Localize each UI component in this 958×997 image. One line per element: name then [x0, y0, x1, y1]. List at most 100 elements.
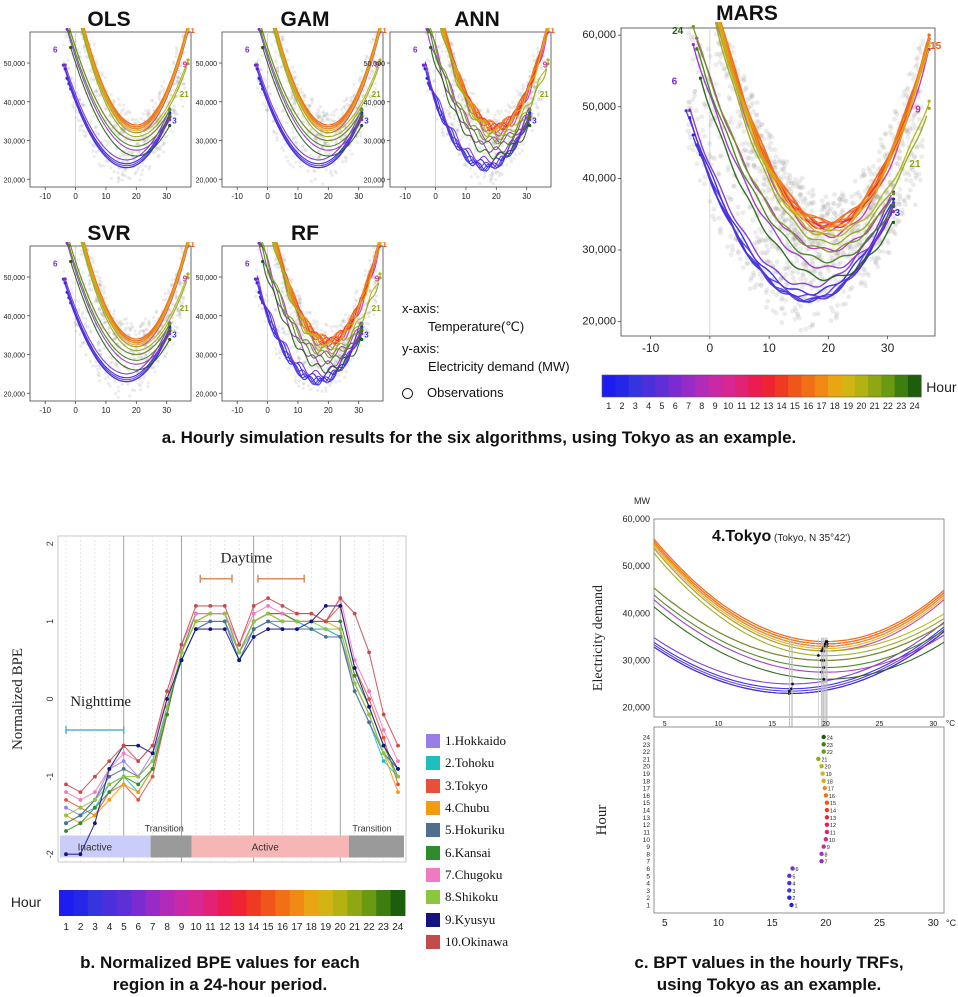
- observation-point: [274, 347, 278, 351]
- observation-point: [367, 329, 371, 333]
- observation-point: [758, 236, 764, 242]
- observation-point: [461, 99, 465, 103]
- observation-point: [858, 281, 864, 287]
- observation-point: [138, 355, 143, 360]
- observation-point: [76, 299, 81, 303]
- observation-point: [282, 253, 286, 257]
- observation-point: [841, 289, 847, 295]
- observation-point: [372, 250, 376, 255]
- observation-point: [79, 252, 83, 256]
- curve-end-point: [360, 123, 364, 128]
- observation-point: [780, 174, 785, 180]
- observation-point: [310, 97, 314, 101]
- curve-start-point: [63, 63, 67, 67]
- observation-point: [737, 120, 743, 126]
- observation-point: [897, 149, 902, 155]
- observation-point: [289, 280, 293, 284]
- observation-point: [896, 156, 902, 162]
- observation-point: [113, 363, 117, 367]
- observation-point: [344, 369, 348, 373]
- observation-point: [826, 268, 832, 274]
- hour-curve-21: [271, 242, 380, 355]
- x-tick-label: -10: [231, 192, 243, 201]
- observation-point: [747, 286, 753, 292]
- observation-point: [532, 58, 536, 62]
- observation-point: [169, 93, 173, 97]
- hourly-curves: [253, 242, 382, 386]
- observation-point: [825, 201, 831, 207]
- colorbar-hour-label: 12: [750, 401, 760, 411]
- observation-point: [505, 163, 509, 167]
- observation-point: [868, 178, 874, 184]
- observation-point: [902, 171, 908, 177]
- observation-point: [166, 312, 170, 316]
- observation-point: [279, 65, 283, 70]
- observation-point: [275, 262, 279, 266]
- observation-point: [892, 216, 898, 222]
- observation-point: [134, 121, 138, 126]
- observation-point: [170, 334, 174, 338]
- observation-point: [361, 94, 365, 98]
- curve-label: 3: [532, 116, 537, 125]
- observation-point: [916, 171, 922, 177]
- observation-point: [333, 169, 337, 173]
- observation-point: [84, 134, 88, 138]
- observation-point: [282, 257, 286, 261]
- observation-point: [351, 94, 355, 98]
- observation-point: [461, 96, 465, 100]
- hour-curve-20: [441, 28, 549, 136]
- curve-end-point: [186, 272, 190, 276]
- observation-point: [788, 217, 793, 223]
- observation-point: [811, 277, 816, 283]
- observation-point: [71, 81, 76, 85]
- curve-end-point: [186, 58, 190, 62]
- observation-point: [871, 255, 877, 260]
- observation-point: [285, 267, 289, 271]
- observation-point: [865, 211, 871, 216]
- observation-point: [290, 97, 294, 101]
- observation-point: [352, 92, 356, 96]
- observation-point: [280, 290, 284, 295]
- y-tick-label: 50,000: [4, 275, 26, 282]
- curve-start-point: [425, 28, 429, 31]
- observation-point: [171, 328, 175, 333]
- observation-point: [846, 245, 851, 251]
- observation-point: [178, 64, 183, 68]
- observation-point: [486, 155, 490, 159]
- colorbar-cell: [615, 375, 629, 397]
- observation-point: [108, 355, 112, 359]
- observation-point: [839, 209, 845, 215]
- observation-point: [158, 145, 162, 149]
- observation-point: [803, 277, 808, 282]
- observation-point: [142, 332, 146, 336]
- observation-point: [450, 42, 454, 46]
- observation-point: [468, 167, 472, 171]
- x-tick-label: 10: [762, 341, 776, 355]
- observation-point: [771, 159, 777, 164]
- observation-point: [725, 244, 730, 249]
- observation-point: [849, 228, 855, 234]
- observation-point: [516, 147, 520, 151]
- observation-point: [452, 113, 457, 118]
- observation-point: [172, 329, 176, 333]
- observation-point: [778, 277, 784, 283]
- observation-point: [790, 308, 795, 314]
- observation-point: [373, 277, 377, 281]
- observation-point: [745, 161, 751, 167]
- observation-point: [119, 323, 123, 327]
- observation-point: [339, 108, 343, 112]
- observation-point: [122, 317, 127, 321]
- observation-point: [171, 108, 175, 112]
- observation-point: [773, 166, 778, 171]
- observation-point: [356, 103, 360, 107]
- observation-point: [291, 136, 295, 140]
- x-tick-label: 30: [881, 341, 895, 355]
- observation-point: [716, 92, 722, 98]
- observation-point: [875, 255, 880, 261]
- observation-point: [78, 98, 82, 102]
- observation-point: [112, 309, 116, 313]
- observation-point: [286, 58, 290, 62]
- observation-point: [296, 358, 300, 362]
- observation-point: [98, 307, 102, 312]
- observation-point: [116, 365, 120, 369]
